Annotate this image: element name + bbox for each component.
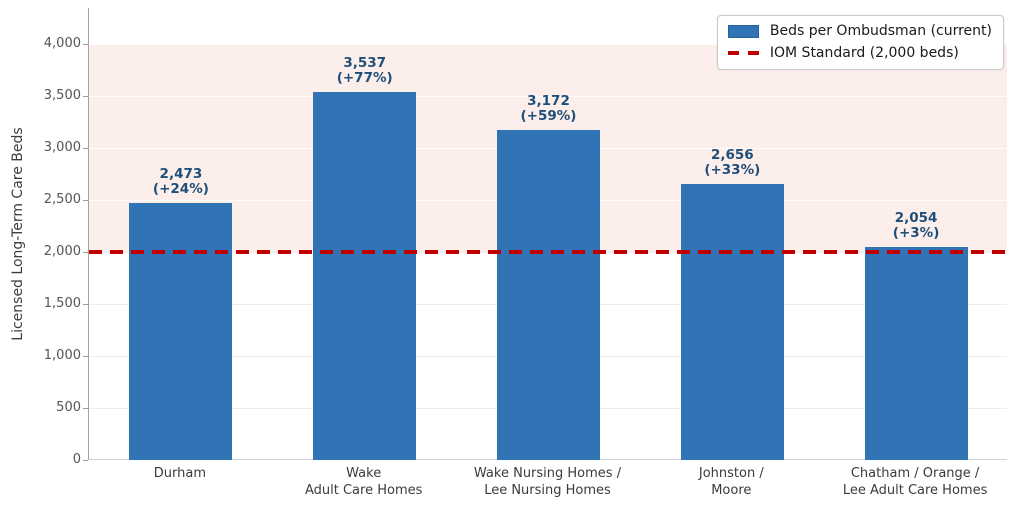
bar-value-label-2: 3,172 (+59%) [457, 94, 641, 124]
legend-item-beds-per-ombudsman: Beds per Ombudsman (current) [727, 23, 992, 39]
legend-item-iom-standard: IOM Standard (2,000 beds) [727, 45, 992, 61]
bar-value-line: 2,054 [894, 209, 938, 226]
bar-value-label-3: 2,656 (+33%) [640, 148, 824, 178]
y-tick-mark-3500 [83, 96, 88, 98]
dashed-line-swatch-icon [727, 51, 759, 55]
x-tick-line: Adult Care Homes [304, 483, 423, 498]
bar-value-line: (+59%) [520, 108, 577, 125]
y-tick-mark-2500 [83, 200, 88, 202]
x-tick-line: Lee Adult Care Homes [842, 483, 988, 498]
x-tick-line: Lee Nursing Homes [484, 483, 611, 498]
y-tick-mark-3000 [83, 148, 88, 150]
y-tick-mark-500 [83, 408, 88, 410]
gridline-4000 [89, 44, 1007, 46]
y-tick-mark-1000 [83, 356, 88, 358]
x-tick-label-4: Chatham / Orange / Lee Adult Care Homes [823, 465, 1007, 499]
bar-value-label-1: 3,537 (+77%) [273, 56, 457, 86]
legend-label-iom-standard: IOM Standard (2,000 beds) [769, 45, 959, 61]
bar-1 [313, 92, 417, 460]
x-tick-label-1: Wake Adult Care Homes [272, 465, 456, 499]
iom-standard-line [89, 250, 1007, 255]
x-tick-label-3: Johnston / Moore [639, 465, 823, 499]
y-tick-label-4000: 4,000 [43, 36, 81, 52]
bar-value-label-4: 2,054 (+3%) [824, 209, 1008, 241]
x-tick-line: Chatham / Orange / [850, 466, 980, 481]
y-tick-label-500: 500 [56, 400, 81, 416]
legend-label-beds-per-ombudsman: Beds per Ombudsman (current) [769, 23, 992, 39]
y-tick-label-2500: 2,500 [43, 192, 81, 208]
bar-value-label-0: 2,473 (+24%) [89, 167, 273, 197]
bar-value-line: (+24%) [152, 181, 209, 198]
y-tick-mark-2000 [83, 252, 88, 254]
y-tick-label-2000: 2,000 [43, 244, 81, 260]
y-tick-label-0: 0 [72, 452, 81, 467]
x-tick-line: Wake Nursing Homes / [473, 466, 622, 481]
y-tick-label-3500: 3,500 [43, 88, 81, 104]
plot-area: 2,473 (+24%) 3,537 (+77%) 3,172 (+59%) 2,656 (+… [88, 8, 1007, 460]
bar-value-line: 3,537 [343, 55, 387, 72]
y-tick-label-1000: 1,000 [43, 348, 81, 364]
x-tick-line: Wake [346, 466, 382, 481]
bar-value-line: 2,473 [159, 166, 203, 183]
bar-value-line: (+3%) [892, 224, 940, 241]
y-tick-mark-1500 [83, 304, 88, 306]
x-tick-line: Durham [153, 466, 207, 481]
gridline-3500 [89, 96, 1007, 98]
bar-0 [129, 203, 233, 460]
y-tick-mark-4000 [83, 44, 88, 46]
bar-value-line: (+33%) [704, 162, 761, 179]
bar-value-line: 3,172 [527, 93, 570, 110]
x-tick-label-0: Durham [88, 465, 272, 482]
bar-4 [864, 246, 968, 460]
bar-swatch-icon [727, 24, 759, 38]
bar-2 [497, 130, 600, 460]
x-tick-label-2: Wake Nursing Homes / Lee Nursing Homes [456, 465, 640, 499]
bar-value-line: 2,656 [710, 147, 754, 164]
y-tick-label-1500: 1,500 [43, 296, 81, 312]
x-tick-line: Moore [711, 483, 752, 498]
y-tick-mark-0 [83, 460, 88, 461]
x-tick-line: Johnston / [698, 466, 764, 481]
legend: Beds per Ombudsman (current) IOM Standar… [716, 15, 1004, 70]
bar-value-line: (+77%) [336, 70, 393, 87]
y-tick-label-3000: 3,000 [43, 140, 81, 156]
bar-3 [680, 184, 784, 460]
